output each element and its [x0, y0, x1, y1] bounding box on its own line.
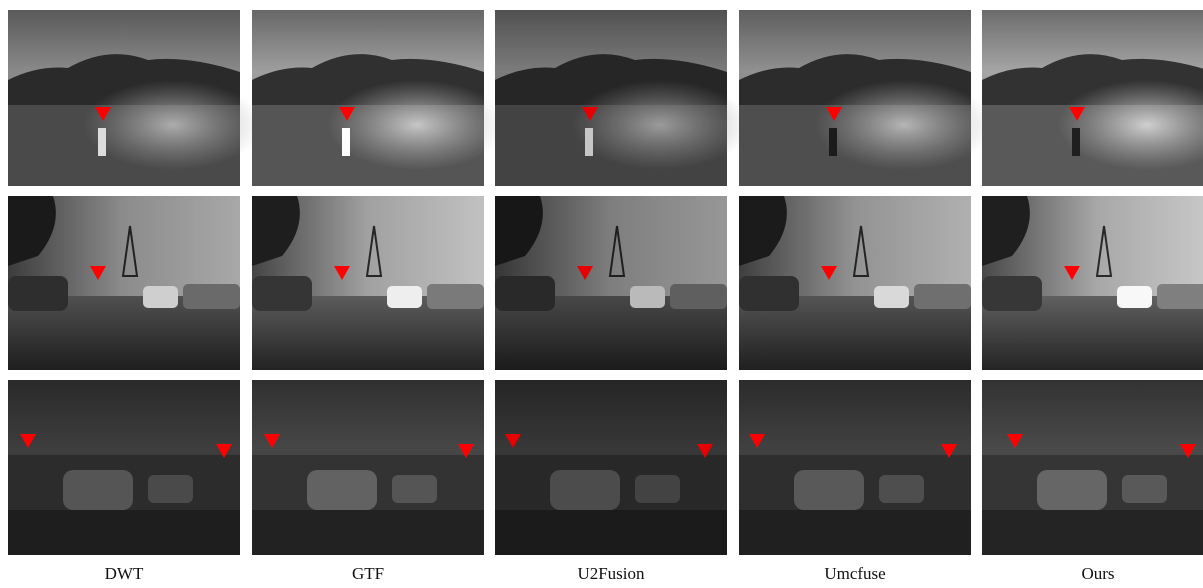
image-panel — [495, 380, 727, 555]
car-left — [739, 276, 799, 311]
car-2 — [148, 475, 193, 503]
page: DWTGTFU2FusionUmcfuseOurs (() => { const… — [0, 0, 1203, 583]
column-label: GTF — [352, 564, 384, 583]
car — [794, 470, 864, 510]
wet-ground — [252, 510, 484, 555]
person — [1072, 128, 1080, 156]
image-panel — [739, 10, 994, 186]
smoke — [814, 80, 994, 170]
car — [307, 470, 377, 510]
person — [98, 128, 106, 156]
image-panel — [495, 196, 727, 370]
car — [1037, 470, 1107, 510]
car-right — [387, 286, 422, 308]
wet-ground — [982, 510, 1203, 555]
car-far — [427, 284, 484, 309]
car-left — [495, 276, 555, 311]
image-panel — [252, 196, 484, 370]
image-panel — [252, 10, 507, 186]
car — [550, 470, 620, 510]
car-far — [914, 284, 971, 309]
car-2 — [635, 475, 680, 503]
image-panel — [8, 10, 263, 186]
person — [585, 128, 593, 156]
column-label: U2Fusion — [577, 564, 645, 583]
person — [342, 128, 350, 156]
image-panel — [8, 196, 240, 370]
car-right — [1117, 286, 1152, 308]
car-right — [630, 286, 665, 308]
car-right — [143, 286, 178, 308]
car-far — [670, 284, 727, 309]
image-panel — [982, 10, 1203, 186]
column-label: DWT — [105, 564, 144, 583]
car-2 — [879, 475, 924, 503]
car-2 — [392, 475, 437, 503]
image-panel — [982, 196, 1203, 370]
car-far — [1157, 284, 1203, 309]
smoke — [327, 80, 507, 170]
car-left — [252, 276, 312, 311]
column-label: Ours — [1081, 564, 1114, 583]
image-panel — [739, 196, 971, 370]
wet-ground — [495, 510, 727, 555]
car-far — [183, 284, 240, 309]
image-panel — [252, 380, 484, 555]
car-left — [982, 276, 1042, 311]
image-panel — [982, 380, 1203, 555]
column-label: Umcfuse — [824, 564, 885, 583]
figure: DWT GTF U2Fusion Umcfuse Ours — [0, 0, 1203, 583]
image-panel — [739, 380, 971, 555]
image-panel — [495, 10, 750, 186]
car-2 — [1122, 475, 1167, 503]
wet-ground — [739, 510, 971, 555]
smoke — [83, 80, 263, 170]
smoke — [570, 80, 750, 170]
image-panel — [8, 380, 240, 555]
person — [829, 128, 837, 156]
car-right — [874, 286, 909, 308]
wet-ground — [8, 510, 240, 555]
car-left — [8, 276, 68, 311]
car — [63, 470, 133, 510]
